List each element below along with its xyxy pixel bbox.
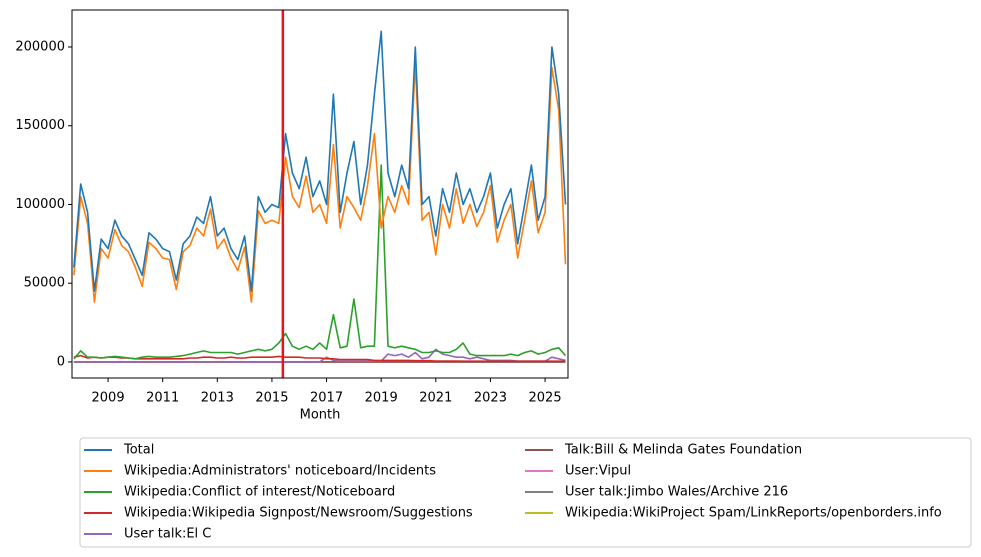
legend-label: Wikipedia:Administrators' noticeboard/In… — [124, 464, 436, 479]
x-tick-label: 2015 — [255, 391, 288, 406]
y-tick-label: 0 — [57, 354, 65, 369]
plot-frame — [71, 9, 569, 379]
legend-label: Wikipedia:WikiProject Spam/LinkReports/o… — [565, 506, 942, 521]
legend-label: User talk:El C — [124, 527, 211, 542]
series-line — [73, 354, 566, 362]
y-tick-label: 150000 — [15, 118, 65, 133]
x-tick-label: 2019 — [365, 391, 398, 406]
x-tick-label: 2017 — [310, 391, 343, 406]
y-tick-label: 200000 — [15, 40, 65, 55]
legend-label: Talk:Bill & Melinda Gates Foundation — [564, 443, 802, 458]
y-tick-label: 100000 — [15, 197, 65, 212]
x-tick-label: 2023 — [474, 391, 507, 406]
legend-label: User:Vipul — [565, 464, 631, 479]
x-tick-label: 2011 — [146, 391, 179, 406]
series-line — [73, 30, 567, 292]
legend-label: Total — [123, 443, 154, 458]
x-axis-label: Month — [300, 408, 341, 423]
x-tick-label: 2021 — [419, 391, 452, 406]
series-line — [73, 164, 567, 360]
x-tick-label: 2013 — [201, 391, 234, 406]
y-tick-label: 50000 — [24, 276, 65, 291]
series-line — [73, 348, 566, 363]
x-tick-label: 2025 — [529, 391, 562, 406]
legend-label: Wikipedia:Conflict of interest/Noticeboa… — [124, 485, 395, 500]
x-tick-label: 2009 — [92, 391, 125, 406]
series-line — [73, 62, 567, 303]
legend-label: User talk:Jimbo Wales/Archive 216 — [565, 485, 788, 500]
legend-label: Wikipedia:Wikipedia Signpost/Newsroom/Su… — [124, 506, 473, 521]
